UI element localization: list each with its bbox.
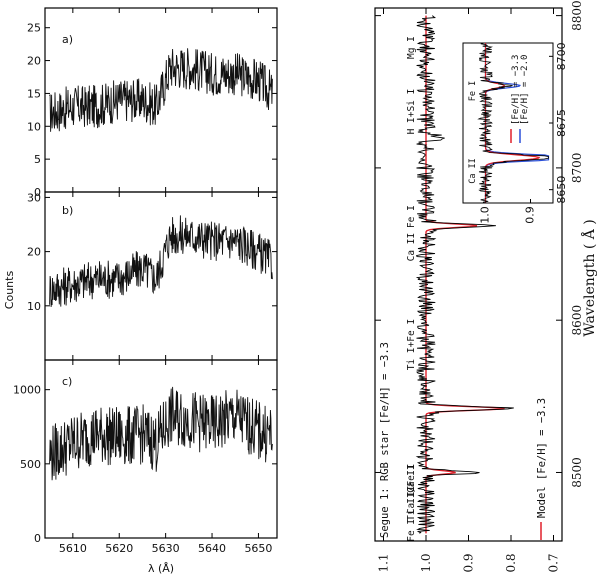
line-label-0: Fe I (406, 519, 417, 542)
panel-a-frame (44, 7, 278, 193)
wave-tick-label-2: 8700 (570, 153, 584, 184)
legend-model-label: Model [Fe/H] = −3.3 (536, 398, 548, 518)
panel-0-ytick-label-4: 20 (27, 55, 41, 68)
panel-2-ytick-label-1: 500 (20, 458, 41, 471)
inset-line-label-0: Ca II (468, 158, 478, 184)
right-series (415, 15, 514, 534)
panel-1-ytick-label-0: 10 (27, 300, 41, 313)
line-label-3: Ca II (406, 464, 417, 493)
wave-tick-label-1: 8600 (570, 305, 584, 336)
inset-flux-label-0: 1.0 (479, 206, 492, 224)
panel-0-ytick-label-2: 10 (27, 120, 41, 133)
inset-observed-line (477, 42, 549, 204)
left-xtick-label-1: 5620 (105, 542, 133, 555)
right-title: Segue 1: RGB star [Fe/H] = −3.3 (379, 342, 391, 538)
panel-0-ytick-label-1: 5 (34, 153, 41, 166)
panel-2-spectrum-line (49, 386, 273, 481)
inset-flux-label-1: 0.9 (524, 206, 537, 224)
panel-0-ytick-label-5: 25 (27, 22, 41, 35)
line-label-6: Fe I (406, 205, 417, 228)
flux-tick-label-4: 1.1 (377, 553, 391, 572)
left-series (49, 48, 273, 481)
left-xtick-label-3: 5640 (198, 542, 226, 555)
panel-1-ytick-label-2: 30 (27, 191, 41, 204)
inset-content: 8650 8675 8700 1.0 0.9 Ca II Fe I (468, 42, 568, 223)
line-label-7: H I+Si I (406, 89, 417, 135)
inset-wave-label-2: 8700 (555, 42, 568, 70)
panel-b-label: b) (62, 204, 73, 217)
panel-0-spectrum-line (49, 48, 273, 132)
panel-a-label: a) (62, 33, 73, 46)
panel-c-frame (44, 359, 278, 539)
left-xtick-label-0: 5610 (59, 542, 87, 555)
panel-1-ytick-label-1: 20 (27, 246, 41, 259)
panel-1-spectrum-line (49, 215, 273, 308)
legend: Model [Fe/H] = −3.3 (536, 398, 548, 540)
wave-tick-label-3: 8800 (570, 0, 584, 31)
panel-0-ytick-label-0: 0 (34, 186, 41, 199)
panel-0-ytick-label-3: 15 (27, 87, 41, 100)
panel-2-ytick-label-2: 1000 (13, 384, 41, 397)
right-xlabel: Wavelength ( Å ) (580, 219, 598, 336)
inset-frame (462, 42, 554, 204)
line-label-2: Ti II/Fe I (406, 464, 417, 521)
flux-tick-label-3: 1.0 (419, 553, 433, 572)
line-label-5: Ca II (406, 233, 417, 262)
panel-c-label: c) (62, 375, 72, 388)
left-ylabel: Counts (3, 271, 16, 310)
inset-legend: [Fe/H] = −3.3 [Fe/H] = −2.0 (510, 55, 530, 143)
wave-tick-label-0: 8500 (570, 457, 584, 488)
left-xtick-label-2: 5630 (152, 542, 180, 555)
flux-tick-label-0: 0.7 (547, 553, 561, 572)
flux-tick-label-2: 0.9 (462, 553, 476, 572)
inset-legend-red-label: [Fe/H] = −3.3 (511, 55, 521, 125)
line-label-4: Ti I+Fe I (406, 319, 417, 370)
flux-tick-label-1: 0.8 (504, 553, 518, 572)
left-xlabel: λ (Å) (148, 562, 174, 575)
line-label-8: Mg I (406, 36, 417, 59)
left-xtick-label-4: 5650 (244, 542, 272, 555)
inset-legend-blue-label: [Fe/H] = −2.0 (520, 55, 530, 125)
panel-2-ytick-label-0: 0 (34, 532, 41, 545)
line-label-1: Ca II (406, 486, 417, 515)
observed-spectrum-line (415, 15, 514, 534)
inset-line-label-1: Fe I (468, 81, 478, 101)
inset-wave-label-0: 8650 (555, 176, 568, 204)
inset-wave-label-1: 8675 (555, 109, 568, 137)
